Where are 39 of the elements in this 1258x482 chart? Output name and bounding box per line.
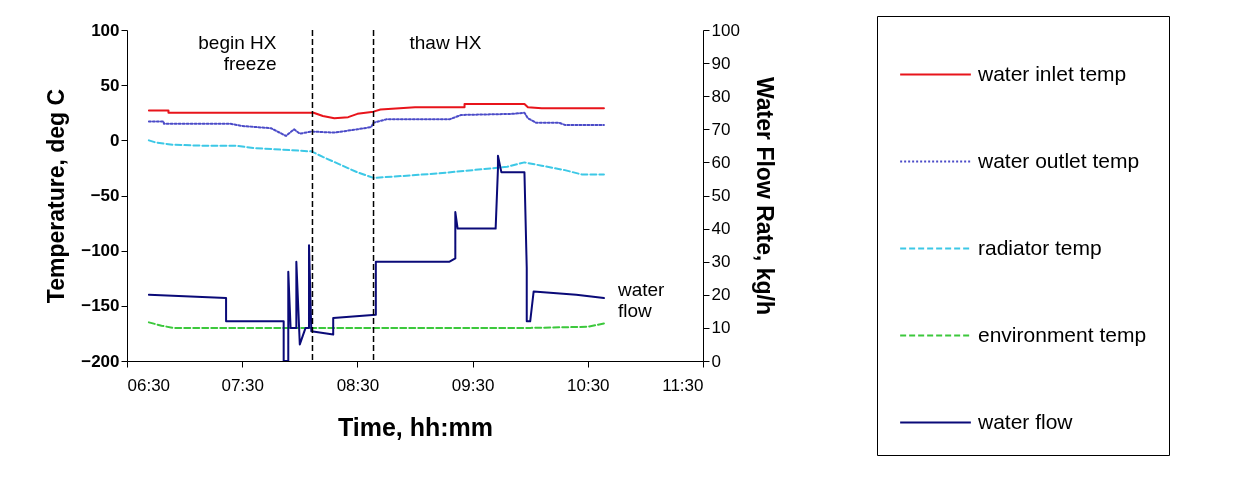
x-tick-label: 07:30 (221, 375, 264, 395)
y2-tick-label: 60 (711, 152, 731, 172)
x-tick-label: 06:30 (127, 375, 171, 395)
x-tick-label: 11:30 (662, 375, 704, 395)
x-tick-label: 10:30 (567, 375, 610, 395)
y2-tick-label: 30 (711, 252, 731, 272)
y2-tick-label: 10 (711, 318, 731, 338)
y-tick-label: −100 (81, 241, 120, 261)
y2-tick-label: 0 (711, 351, 721, 371)
ref-line-label: begin HX freeze (198, 32, 277, 74)
y2-tick-label: 90 (711, 53, 731, 73)
y2-tick-label: 20 (711, 285, 731, 305)
legend-label: water flow (977, 409, 1074, 433)
x-tick-label: 08:30 (336, 375, 380, 395)
y2-tick-label: 80 (711, 86, 731, 106)
line-series (147, 154, 605, 361)
y-tick-label: −200 (81, 351, 120, 371)
y-tick-label: 50 (100, 75, 120, 95)
y-tick-label: 100 (91, 20, 120, 40)
y2-axis-title: Water Flow Rate, kg/h (751, 76, 778, 316)
y-tick-label: 0 (110, 130, 120, 150)
annotation: water flow (616, 279, 666, 322)
line-series (147, 102, 605, 120)
line-series (147, 139, 605, 179)
legend-label: environment temp (978, 322, 1147, 346)
legend-label: radiator temp (978, 235, 1102, 259)
y-tick-label: −50 (90, 186, 120, 205)
line-series (147, 111, 605, 137)
x-axis-title: Time, hh:mm (337, 412, 494, 441)
legend-label: water inlet temp (977, 61, 1127, 85)
legend-label: water outlet temp (977, 148, 1140, 172)
x-tick-label: 09:30 (451, 375, 495, 395)
y-axis-title: Temperature, deg C (43, 88, 70, 304)
y2-tick-label: 70 (711, 119, 731, 139)
y2-tick-label: 40 (711, 219, 731, 239)
y2-tick-label: 50 (711, 186, 731, 205)
y-tick-label: −150 (81, 296, 120, 316)
ref-line-label: thaw HX (409, 32, 482, 53)
y2-tick-label: 100 (711, 20, 740, 40)
